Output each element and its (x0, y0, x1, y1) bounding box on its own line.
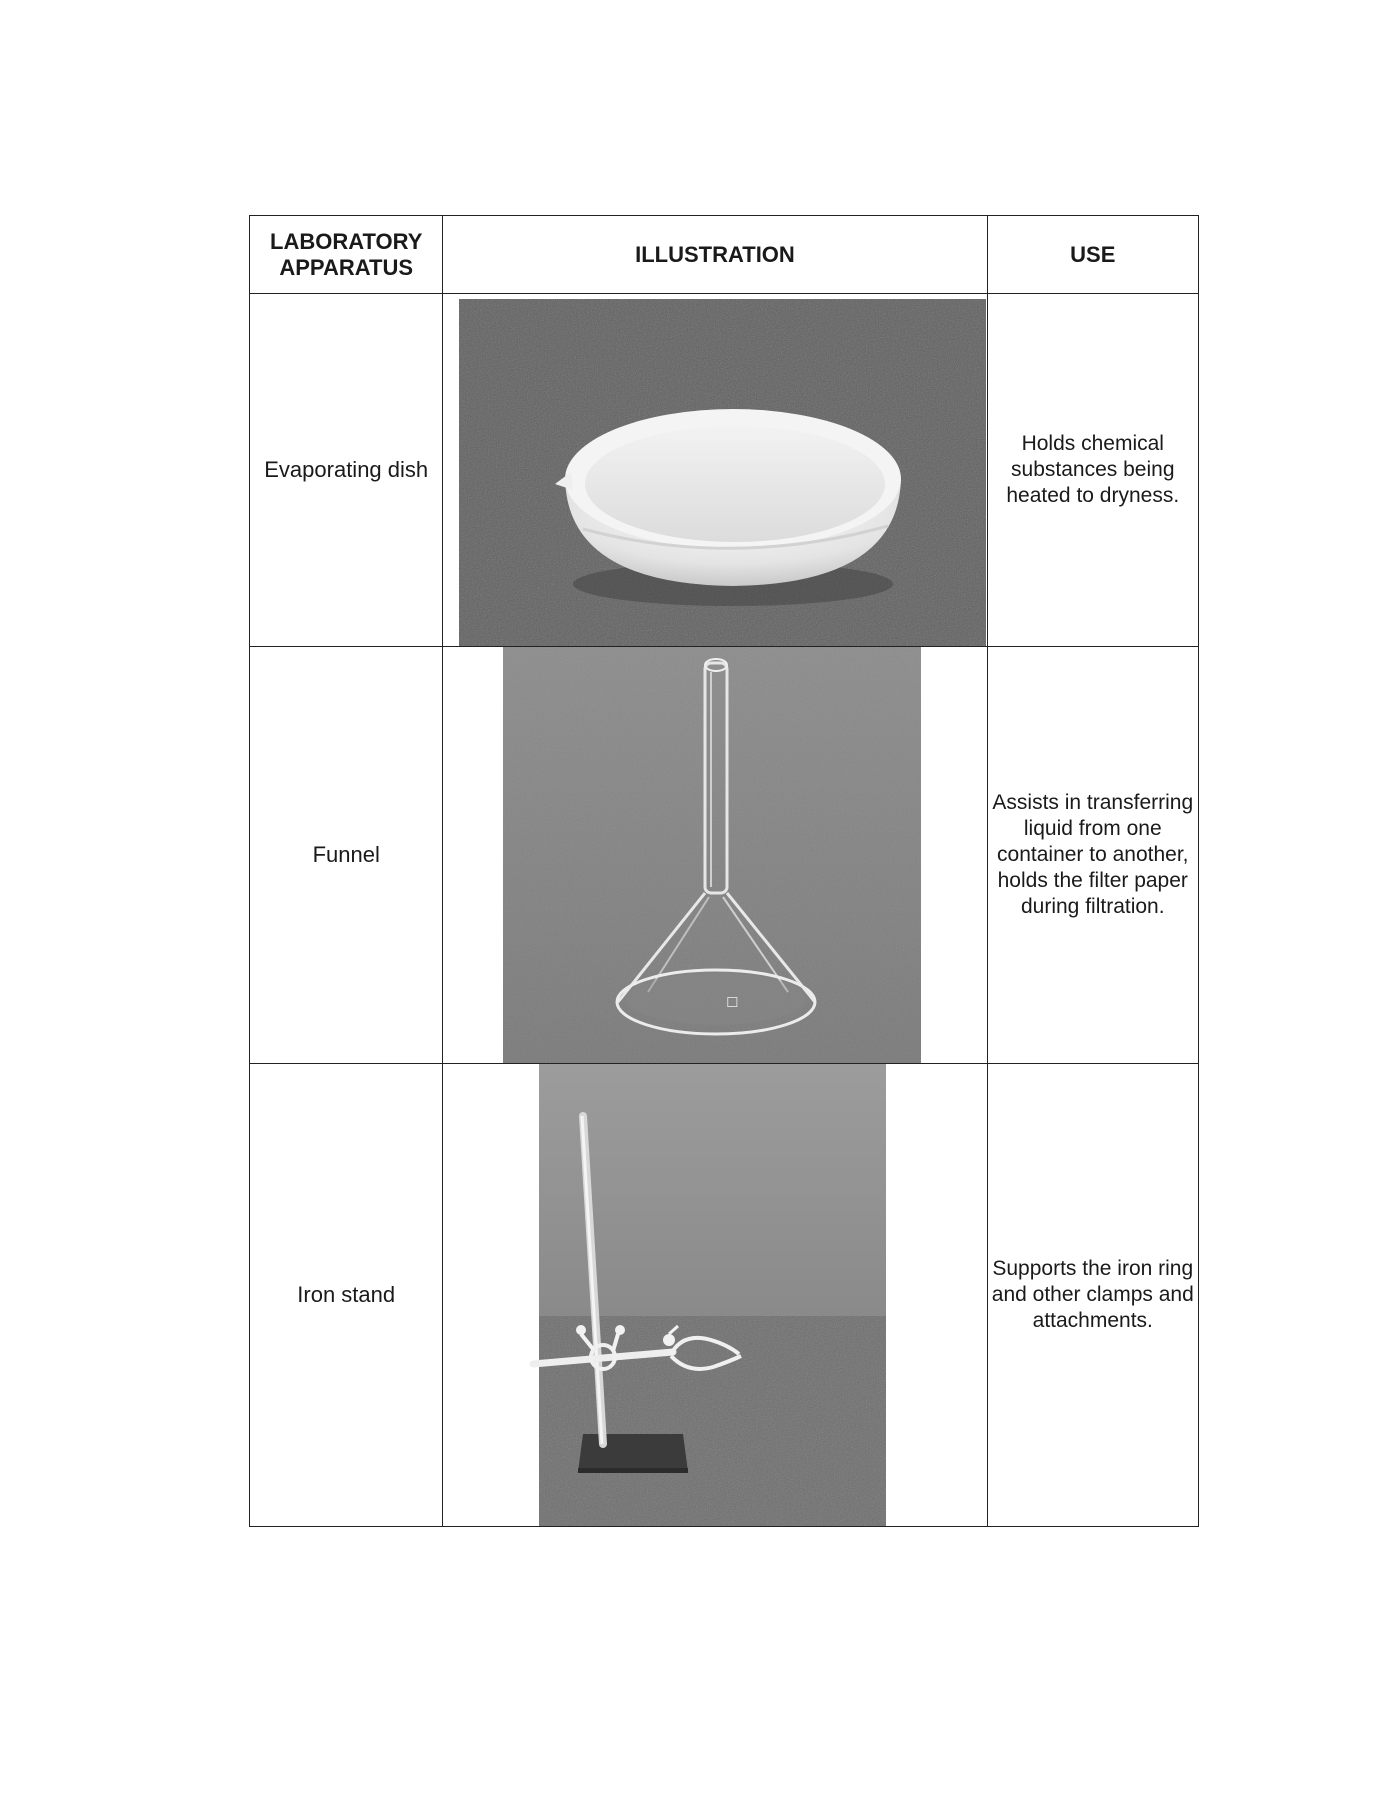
table-row: Evaporating dish (248, 293, 1200, 647)
header-apparatus-label: LABORATORY APPARATUS (270, 228, 423, 280)
apparatus-name: Evaporating dish (248, 293, 444, 647)
apparatus-name: Iron stand (248, 1063, 444, 1527)
funnel-photo: □ (503, 647, 922, 1063)
illustration-cell: □ (442, 646, 988, 1064)
illustration-cell (442, 293, 988, 647)
iron-stand-photo (529, 1064, 887, 1526)
apparatus-use: Assists in transferring liquid from one … (986, 646, 1200, 1064)
illustration-cell (442, 1063, 988, 1527)
header-use: USE (986, 215, 1200, 294)
evaporating-dish-photo (459, 299, 987, 646)
apparatus-use: Holds chemical substances being heated t… (986, 293, 1200, 647)
apparatus-use: Supports the iron ring and other clamps … (986, 1063, 1200, 1527)
header-row: LABORATORY APPARATUS ILLUSTRATION USE (248, 215, 1200, 294)
header-apparatus: LABORATORY APPARATUS (248, 215, 444, 294)
table-row: Iron stand (248, 1063, 1200, 1527)
apparatus-table: LABORATORY APPARATUS ILLUSTRATION USE Ev… (248, 215, 1200, 1527)
svg-text:□: □ (725, 996, 740, 1008)
header-illustration: ILLUSTRATION (442, 215, 988, 294)
apparatus-name: Funnel (248, 646, 444, 1064)
table-row: Funnel (248, 646, 1200, 1064)
